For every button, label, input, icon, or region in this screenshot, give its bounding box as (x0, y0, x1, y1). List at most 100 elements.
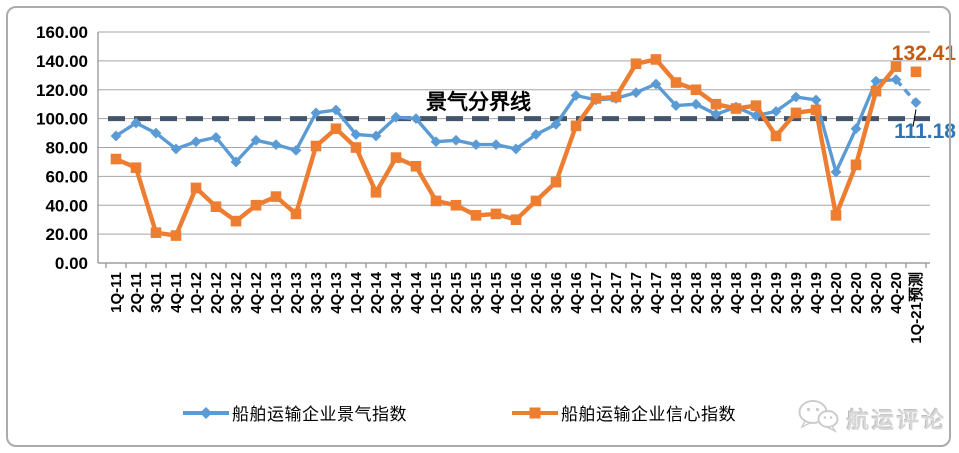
x-tick-label: 3Q-13 (308, 272, 325, 314)
x-tick-label: 4Q-20 (888, 272, 905, 314)
x-tick-label: 4Q-14 (408, 271, 425, 313)
data-point-diamond[interactable] (250, 134, 262, 146)
data-point-diamond[interactable] (190, 136, 202, 148)
data-point-square[interactable] (110, 153, 122, 165)
legend-item-prosperity-index[interactable]: 船舶运输企业景气指数 (182, 400, 407, 425)
x-tick-label: 2Q-13 (288, 272, 305, 314)
data-point-diamond[interactable] (790, 91, 802, 103)
data-point-diamond[interactable] (290, 144, 302, 156)
data-point-diamond[interactable] (510, 143, 522, 155)
data-point-diamond[interactable] (690, 98, 702, 110)
data-point-diamond[interactable] (810, 94, 822, 106)
data-point-square[interactable] (270, 191, 282, 202)
data-point-diamond[interactable] (630, 87, 642, 99)
data-point-square[interactable] (150, 227, 162, 238)
data-point-square[interactable] (170, 230, 182, 241)
data-point-square[interactable] (710, 98, 722, 110)
data-point-diamond[interactable] (310, 107, 322, 119)
data-point-square[interactable] (550, 176, 562, 188)
data-point-square[interactable] (130, 162, 142, 174)
x-tick-label: 1Q-21预测 (907, 272, 925, 344)
data-point-diamond[interactable] (230, 156, 242, 168)
data-point-square[interactable] (590, 93, 602, 104)
x-tick-label: 2Q-11 (128, 272, 145, 313)
x-tick-label: 4Q-16 (568, 272, 585, 314)
data-point-diamond[interactable] (770, 106, 782, 117)
data-point-square[interactable] (210, 201, 222, 212)
data-point-square[interactable] (390, 152, 402, 163)
data-point-square[interactable] (650, 54, 662, 65)
data-point-diamond[interactable] (830, 166, 842, 178)
data-point-square[interactable] (190, 182, 202, 194)
prosperity-index-forecast-segment (894, 78, 918, 104)
data-point-diamond[interactable] (550, 119, 562, 130)
data-point-square[interactable] (570, 120, 582, 132)
x-tick-label: 4Q-17 (648, 272, 665, 314)
data-point-square[interactable] (510, 214, 522, 225)
data-point-square[interactable] (450, 199, 462, 211)
data-point-square[interactable] (250, 199, 262, 211)
x-tick-label: 1Q-11 (108, 272, 125, 313)
data-point-diamond[interactable] (350, 129, 362, 140)
data-point-diamond[interactable] (710, 108, 722, 120)
x-tick-label: 3Q-11 (148, 272, 165, 313)
data-point-square[interactable] (290, 208, 302, 220)
data-point-square[interactable] (810, 104, 822, 116)
data-point-diamond[interactable] (530, 129, 542, 140)
y-tick-label: 100.00 (36, 110, 88, 129)
data-point-diamond[interactable] (110, 130, 122, 142)
data-point-diamond[interactable] (890, 74, 902, 86)
data-point-square[interactable] (330, 123, 342, 135)
data-point-square[interactable] (690, 84, 702, 96)
data-point-diamond[interactable] (570, 90, 582, 101)
data-point-square[interactable] (230, 215, 242, 227)
data-point-square[interactable] (850, 159, 862, 171)
data-point-square[interactable] (830, 210, 842, 221)
data-point-square[interactable] (310, 140, 322, 152)
data-point-diamond[interactable] (270, 139, 282, 151)
data-point-square[interactable] (470, 210, 482, 221)
data-point-diamond[interactable] (910, 97, 922, 108)
data-point-diamond[interactable] (210, 131, 222, 143)
legend-item-confidence-index[interactable]: 船舶运输企业信心指数 (511, 400, 736, 425)
data-point-diamond[interactable] (470, 139, 482, 151)
data-point-square[interactable] (350, 142, 362, 153)
x-tick-label: 1Q-19 (748, 272, 765, 314)
data-point-square[interactable] (670, 77, 682, 88)
data-point-diamond[interactable] (330, 104, 342, 116)
data-point-diamond[interactable] (670, 100, 682, 112)
data-point-diamond[interactable] (650, 78, 662, 90)
data-point-diamond[interactable] (750, 110, 762, 122)
data-point-square[interactable] (490, 208, 502, 220)
data-point-diamond[interactable] (130, 117, 142, 129)
data-point-diamond[interactable] (390, 111, 402, 123)
data-point-diamond[interactable] (430, 136, 442, 148)
data-point-square[interactable] (370, 186, 382, 198)
data-point-diamond[interactable] (870, 75, 882, 87)
x-tick-label: 3Q-15 (468, 272, 485, 314)
data-point-square[interactable] (890, 61, 902, 72)
data-point-square[interactable] (630, 58, 642, 70)
x-tick-label: 1Q-17 (588, 272, 605, 314)
data-point-square[interactable] (910, 66, 922, 78)
data-point-square[interactable] (430, 195, 442, 207)
data-point-diamond[interactable] (370, 130, 382, 142)
data-point-square[interactable] (790, 107, 802, 119)
x-tick-label: 1Q-13 (268, 272, 285, 314)
data-point-square[interactable] (610, 91, 622, 103)
data-point-diamond[interactable] (450, 134, 462, 146)
data-point-square[interactable] (750, 100, 762, 111)
data-point-diamond[interactable] (150, 127, 162, 139)
data-point-square[interactable] (870, 85, 882, 97)
data-point-diamond[interactable] (850, 123, 862, 135)
data-point-diamond[interactable] (490, 139, 502, 151)
data-point-square[interactable] (770, 130, 782, 142)
data-point-square[interactable] (410, 160, 422, 172)
chart-legend: 船舶运输企业景气指数 船舶运输企业信心指数 (182, 400, 736, 425)
x-tick-label: 2Q-12 (208, 272, 225, 314)
data-point-diamond[interactable] (410, 113, 422, 125)
x-tick-label: 1Q-14 (348, 271, 365, 313)
data-point-diamond[interactable] (170, 143, 182, 155)
data-point-square[interactable] (530, 195, 542, 207)
data-point-square[interactable] (730, 103, 742, 114)
